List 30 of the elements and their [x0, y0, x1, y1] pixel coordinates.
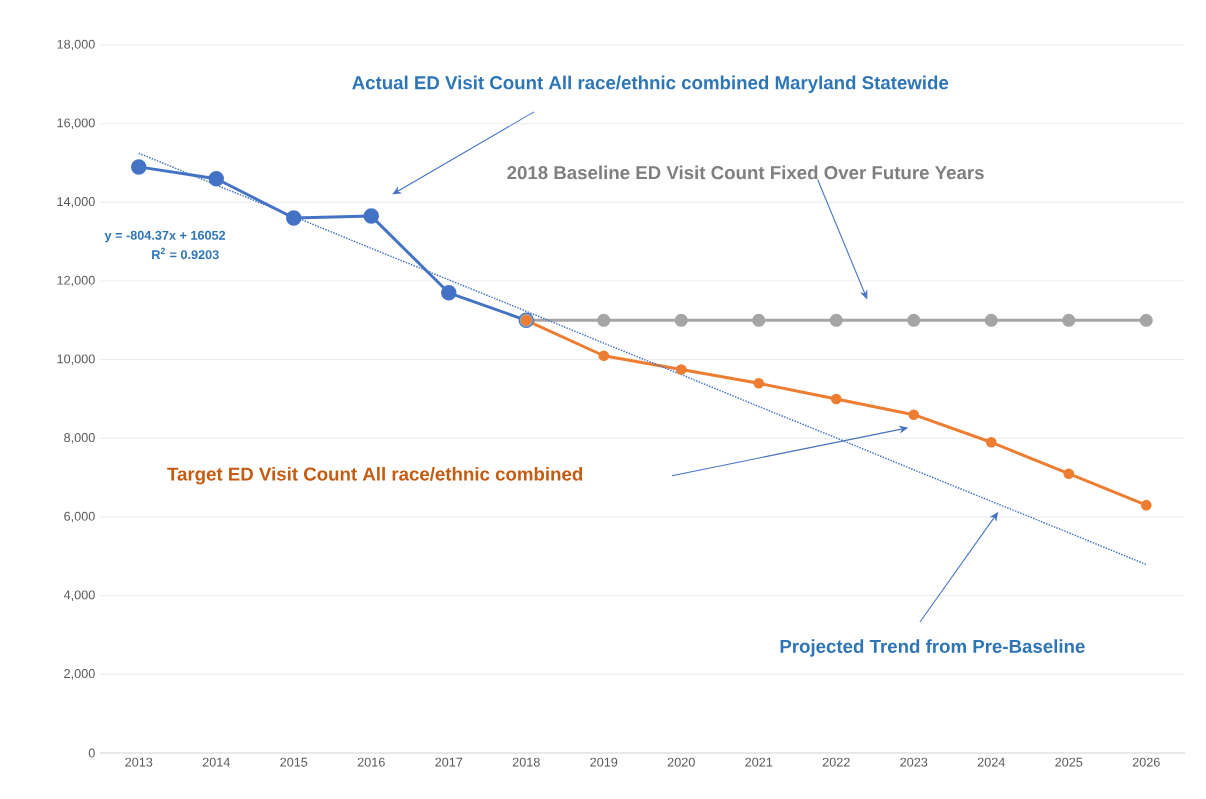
y-tick-label: 10,000 [57, 354, 95, 365]
x-tick-label: 2023 [900, 757, 928, 767]
x-tick-label: 2014 [202, 757, 230, 767]
x-tick-label: 2022 [822, 757, 850, 767]
y-tick-label: 2,000 [64, 669, 95, 680]
annotation: 2018 Baseline ED Visit Count Fixed Over Future Years [507, 165, 984, 180]
x-tick-label: 2017 [435, 757, 463, 767]
x-tick-label: 2020 [667, 757, 695, 767]
y-tick-label: 6,000 [64, 511, 95, 523]
x-tick-label: 2021 [745, 757, 773, 767]
x-tick-label: 2025 [1055, 757, 1083, 767]
x-tick-label: 2024 [977, 757, 1005, 767]
x-tick-label: 2019 [590, 757, 618, 767]
annotation: R$^{2}$ = 0.9203 [152, 247, 219, 260]
y-tick-label: 18,000 [57, 39, 95, 51]
annotation: Actual ED Visit Count All race/ethnic combined Maryland Statewide [352, 75, 949, 94]
annotation: Projected Trend from Pre-Baseline [780, 639, 1085, 657]
x-tick-label: 2013 [125, 757, 153, 767]
y-tick-label: 16,000 [57, 118, 95, 129]
x-tick-label: 2016 [357, 757, 385, 767]
y-tick-label: 4,000 [63, 590, 95, 601]
y-tick-label: 0 [88, 748, 95, 758]
annotation: y = -804.37x + 16052 [104, 230, 226, 243]
x-tick-label: 2015 [280, 757, 308, 767]
x-tick-label: 2018 [512, 757, 540, 767]
y-tick-label: 14,000 [57, 197, 95, 208]
y-tick-label: 8,000 [64, 433, 95, 444]
x-tick-label: 2026 [1132, 757, 1160, 767]
y-tick-label: 12,000 [57, 275, 95, 287]
annotation: Target ED Visit Count All race/ethnic combined [167, 466, 583, 485]
